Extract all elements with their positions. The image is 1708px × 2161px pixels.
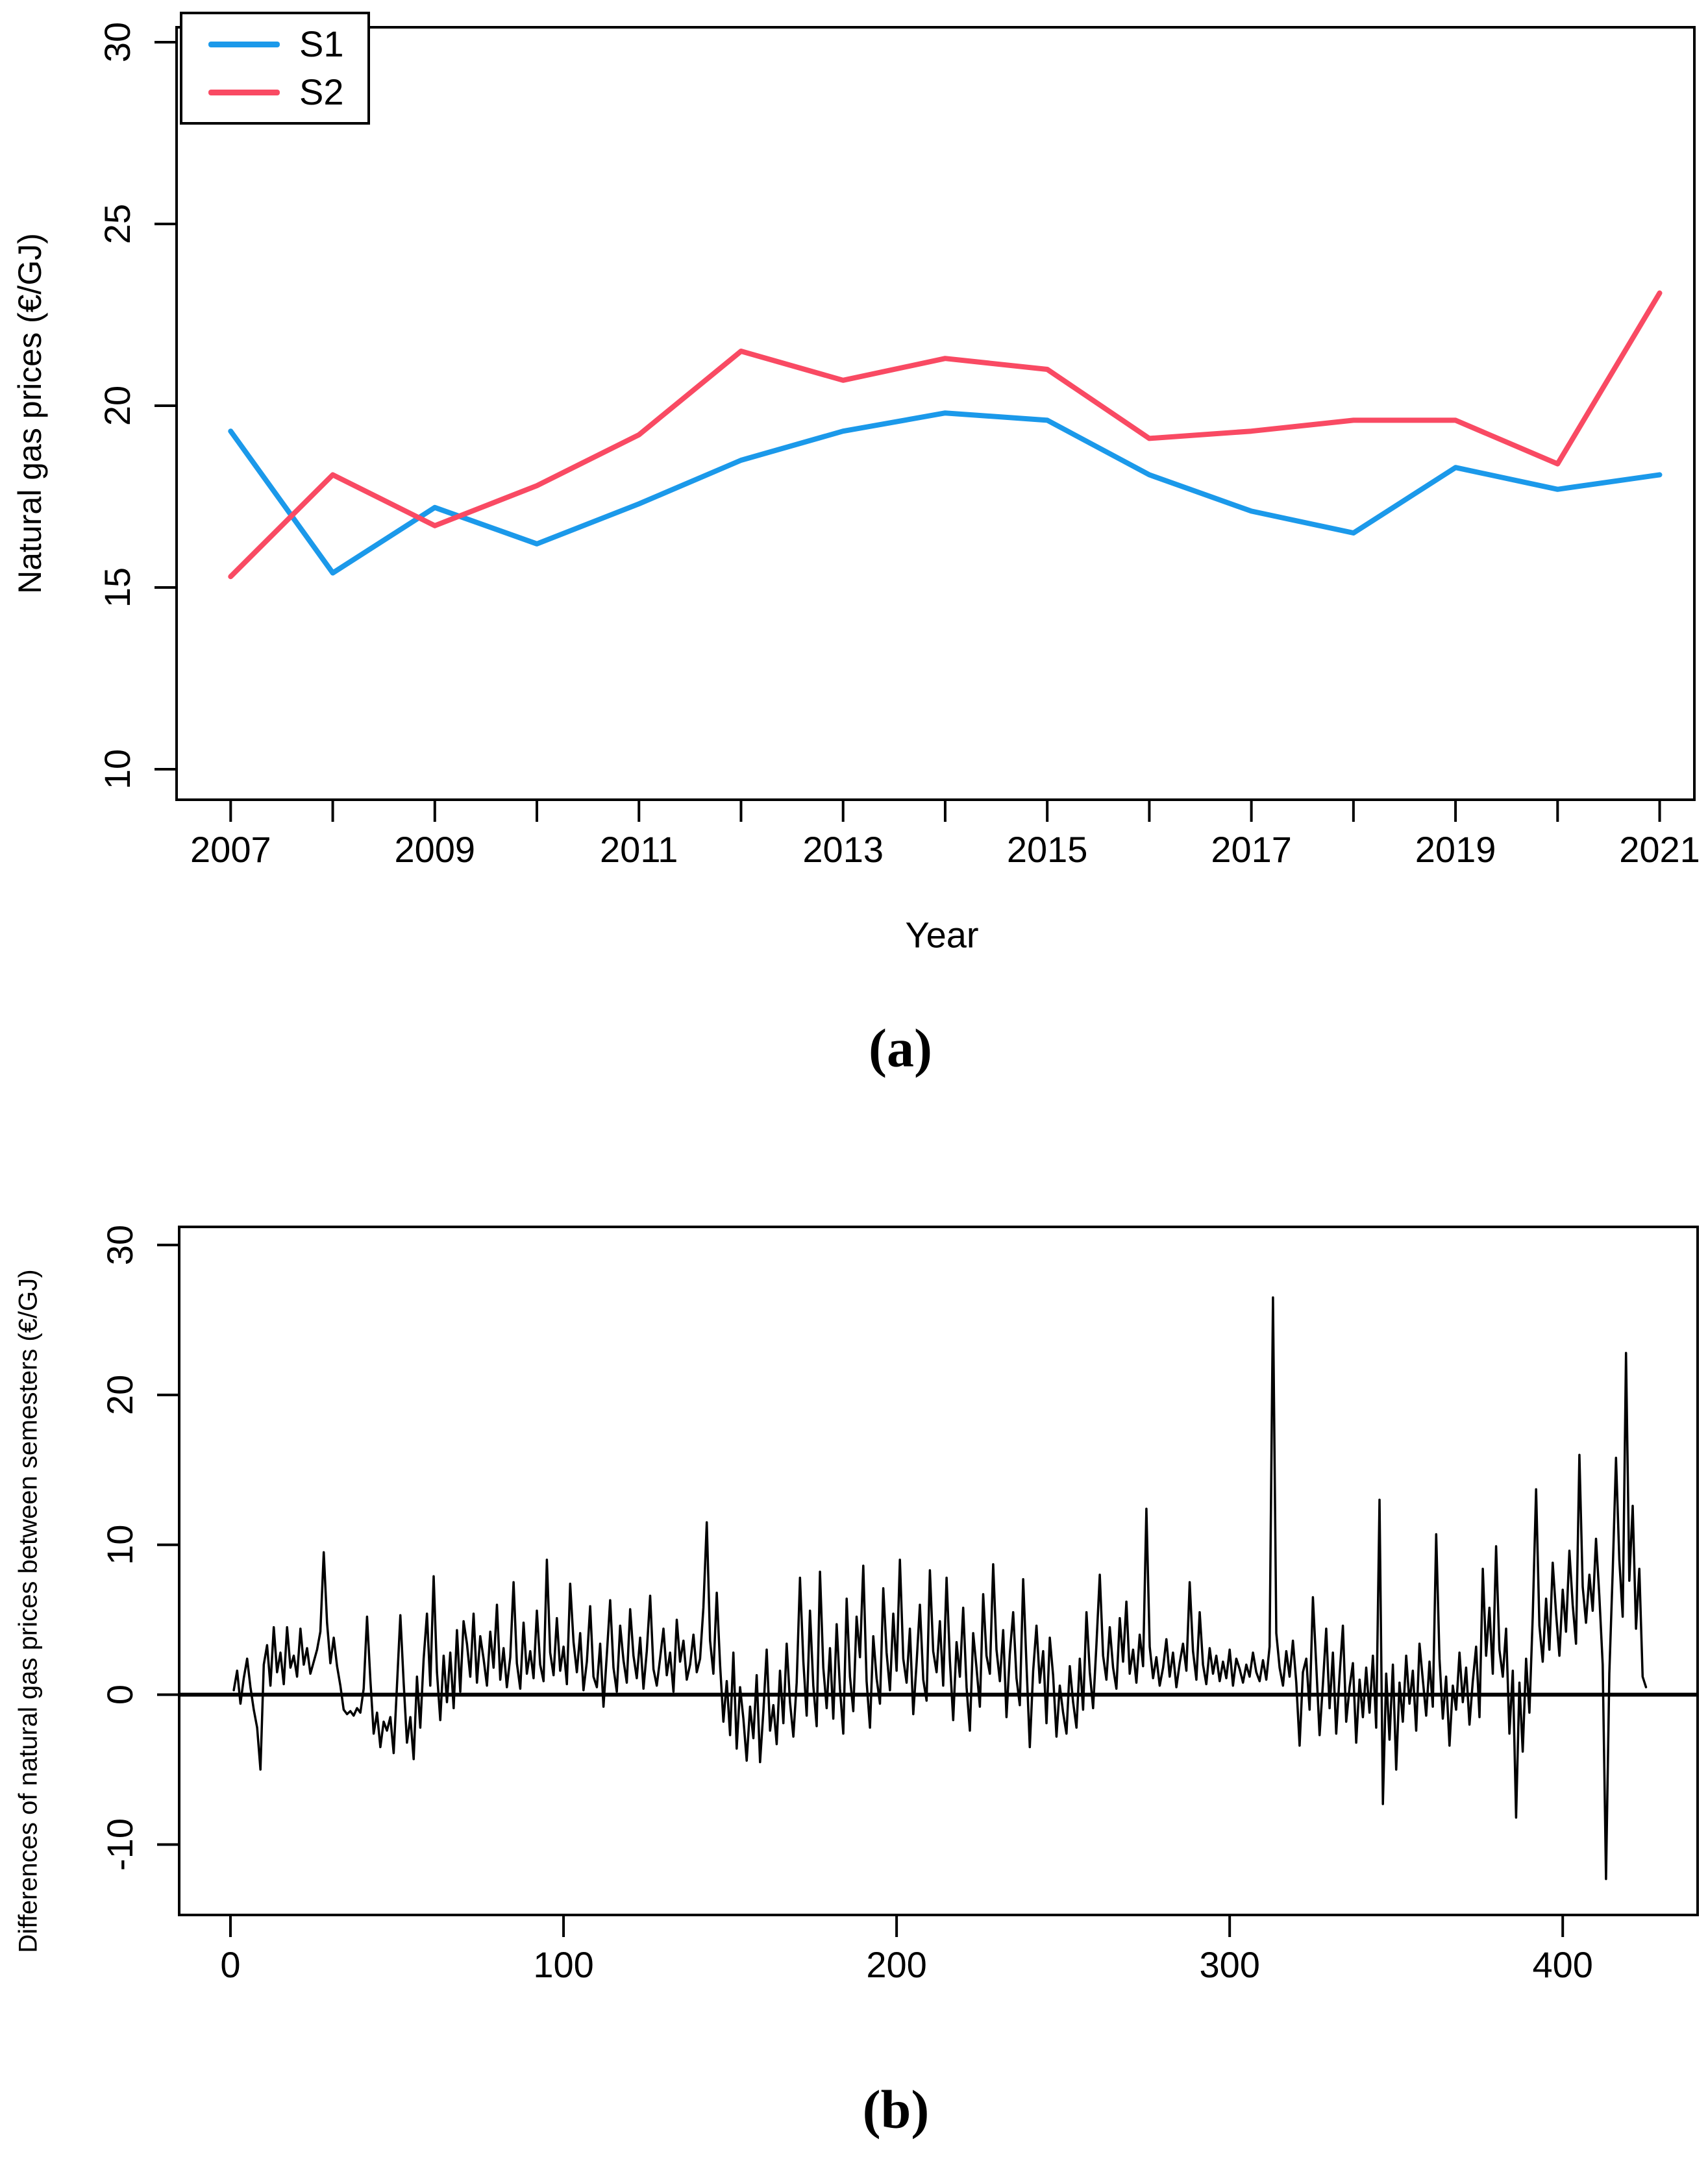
chart-a-y-tick-label: 25 [97, 204, 138, 244]
chart-a-y-tick-label: 30 [97, 22, 138, 62]
chart-b-plot-border [178, 1226, 1699, 1916]
chart-b-y-tick-label: 20 [99, 1375, 140, 1415]
chart-b-x-tick-label: 100 [533, 1944, 593, 1985]
chart-a-y-tick-label: 10 [97, 749, 138, 789]
chart-a-x-tick-label: 2021 [1619, 829, 1700, 870]
chart-a-y-axis-title: Natural gas prices (€/GJ) [12, 233, 48, 594]
s1-line-swatch [208, 41, 280, 47]
chart-a-x-tick-label: 2007 [190, 829, 271, 870]
chart-b-y-tick-label: 10 [99, 1525, 140, 1565]
chart-a-x-tick-label: 2011 [600, 829, 678, 870]
chart-b-x-tick-label: 0 [220, 1944, 240, 1985]
legend-item-s1: S1 [182, 26, 367, 62]
chart-b-x-tick-label: 400 [1532, 1944, 1592, 1985]
chart-b-series-differences [232, 1296, 1648, 1881]
chart-a-x-tick-label: 2013 [802, 829, 884, 870]
chart-b-y-axis-title: Differences of natural gas prices betwee… [14, 1269, 43, 1953]
s2-line-swatch [208, 89, 280, 95]
legend-label-s1: S1 [299, 23, 344, 64]
chart-a-x-axis-title: Year [905, 914, 979, 956]
caption-b: (b) [862, 2079, 930, 2140]
chart-a-x-tick-label: 2019 [1415, 829, 1496, 870]
legend-label-s2: S2 [299, 71, 344, 112]
chart-b-x-tick-label: 200 [866, 1944, 926, 1985]
legend-item-s2: S2 [182, 74, 367, 110]
chart-a-x-tick-label: 2009 [395, 829, 476, 870]
chart-a-series-S1 [228, 410, 1663, 576]
chart-a-x-tick-label: 2017 [1211, 829, 1292, 870]
chart-a-plot-border [175, 26, 1696, 801]
chart-b-y-tick-label: -10 [99, 1818, 140, 1871]
chart-a-y-tick-label: 20 [97, 386, 138, 426]
chart-b-x-tick-label: 300 [1199, 1944, 1259, 1985]
chart-b-y-tick-label: 0 [99, 1685, 140, 1705]
chart-a-x-tick-label: 2015 [1007, 829, 1088, 870]
chart-b-y-tick-label: 30 [99, 1225, 140, 1265]
chart-a-y-tick-label: 15 [97, 567, 138, 608]
caption-a: (a) [869, 1018, 932, 1079]
legend-box: S1 S2 [180, 12, 370, 125]
chart-a-series-S2 [228, 290, 1663, 580]
